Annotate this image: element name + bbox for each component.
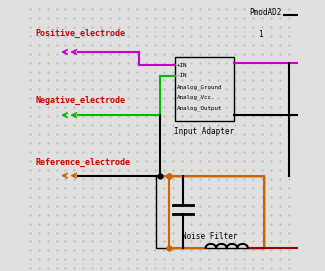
Text: Reference_electrode: Reference_electrode xyxy=(35,158,130,167)
Text: -IN: -IN xyxy=(177,73,188,78)
Text: Analog_Ground: Analog_Ground xyxy=(177,84,222,89)
Text: Analog_Output: Analog_Output xyxy=(177,106,222,111)
Text: Input Adapter: Input Adapter xyxy=(175,127,235,136)
Bar xyxy=(156,176,264,248)
Text: +IN: +IN xyxy=(177,63,188,67)
Text: PmodAD2: PmodAD2 xyxy=(249,8,281,17)
Bar xyxy=(175,57,234,121)
Text: Noise Filter: Noise Filter xyxy=(182,232,238,241)
Text: 1: 1 xyxy=(258,30,262,39)
Text: Analog_Vcc.: Analog_Vcc. xyxy=(177,95,215,100)
Text: Negative_electrode: Negative_electrode xyxy=(35,96,125,105)
Text: Positive_electrode: Positive_electrode xyxy=(35,29,125,38)
